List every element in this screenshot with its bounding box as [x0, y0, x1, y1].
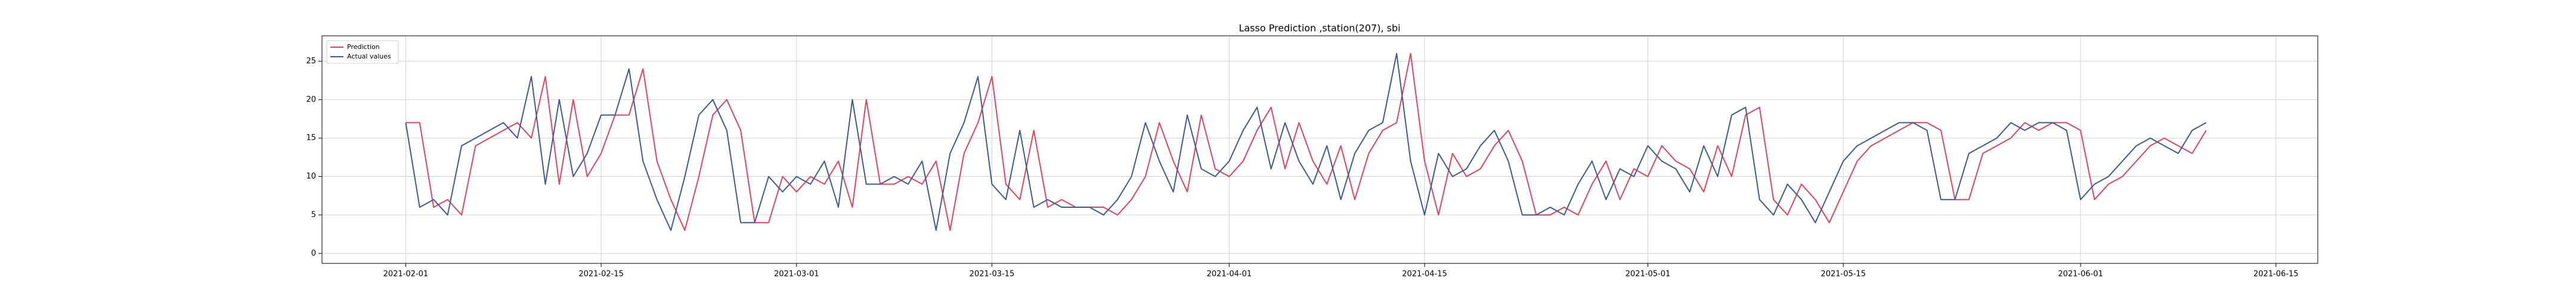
legend-label: Prediction: [347, 43, 380, 51]
y-tick-label: 25: [306, 57, 316, 66]
chart-title: Lasso Prediction ,station(207), sbi: [1239, 23, 1400, 34]
x-tick-label: 2021-03-15: [970, 270, 1015, 279]
y-tick-label: 0: [311, 249, 316, 258]
x-tick-label: 2021-06-01: [2058, 270, 2103, 279]
x-tick-label: 2021-02-01: [383, 270, 429, 279]
x-tick-label: 2021-04-15: [1402, 270, 1447, 279]
y-tick-label: 5: [311, 210, 316, 219]
legend-box: [326, 40, 399, 64]
y-tick-label: 10: [306, 172, 316, 181]
x-tick-label: 2021-05-15: [1820, 270, 1866, 279]
x-tick-label: 2021-04-01: [1207, 270, 1252, 279]
x-tick-label: 2021-05-01: [1626, 270, 1671, 279]
data-line: [405, 53, 2207, 231]
plot-frame: [321, 35, 2318, 264]
legend-label: Actual values: [347, 53, 391, 60]
y-tick-label: 20: [306, 95, 316, 104]
x-tick-label: 2021-02-15: [578, 270, 624, 279]
x-tick-label: 2021-06-15: [2253, 270, 2299, 279]
y-tick-label: 15: [306, 134, 316, 143]
data-line: [405, 53, 2207, 231]
x-tick-label: 2021-03-01: [774, 270, 819, 279]
